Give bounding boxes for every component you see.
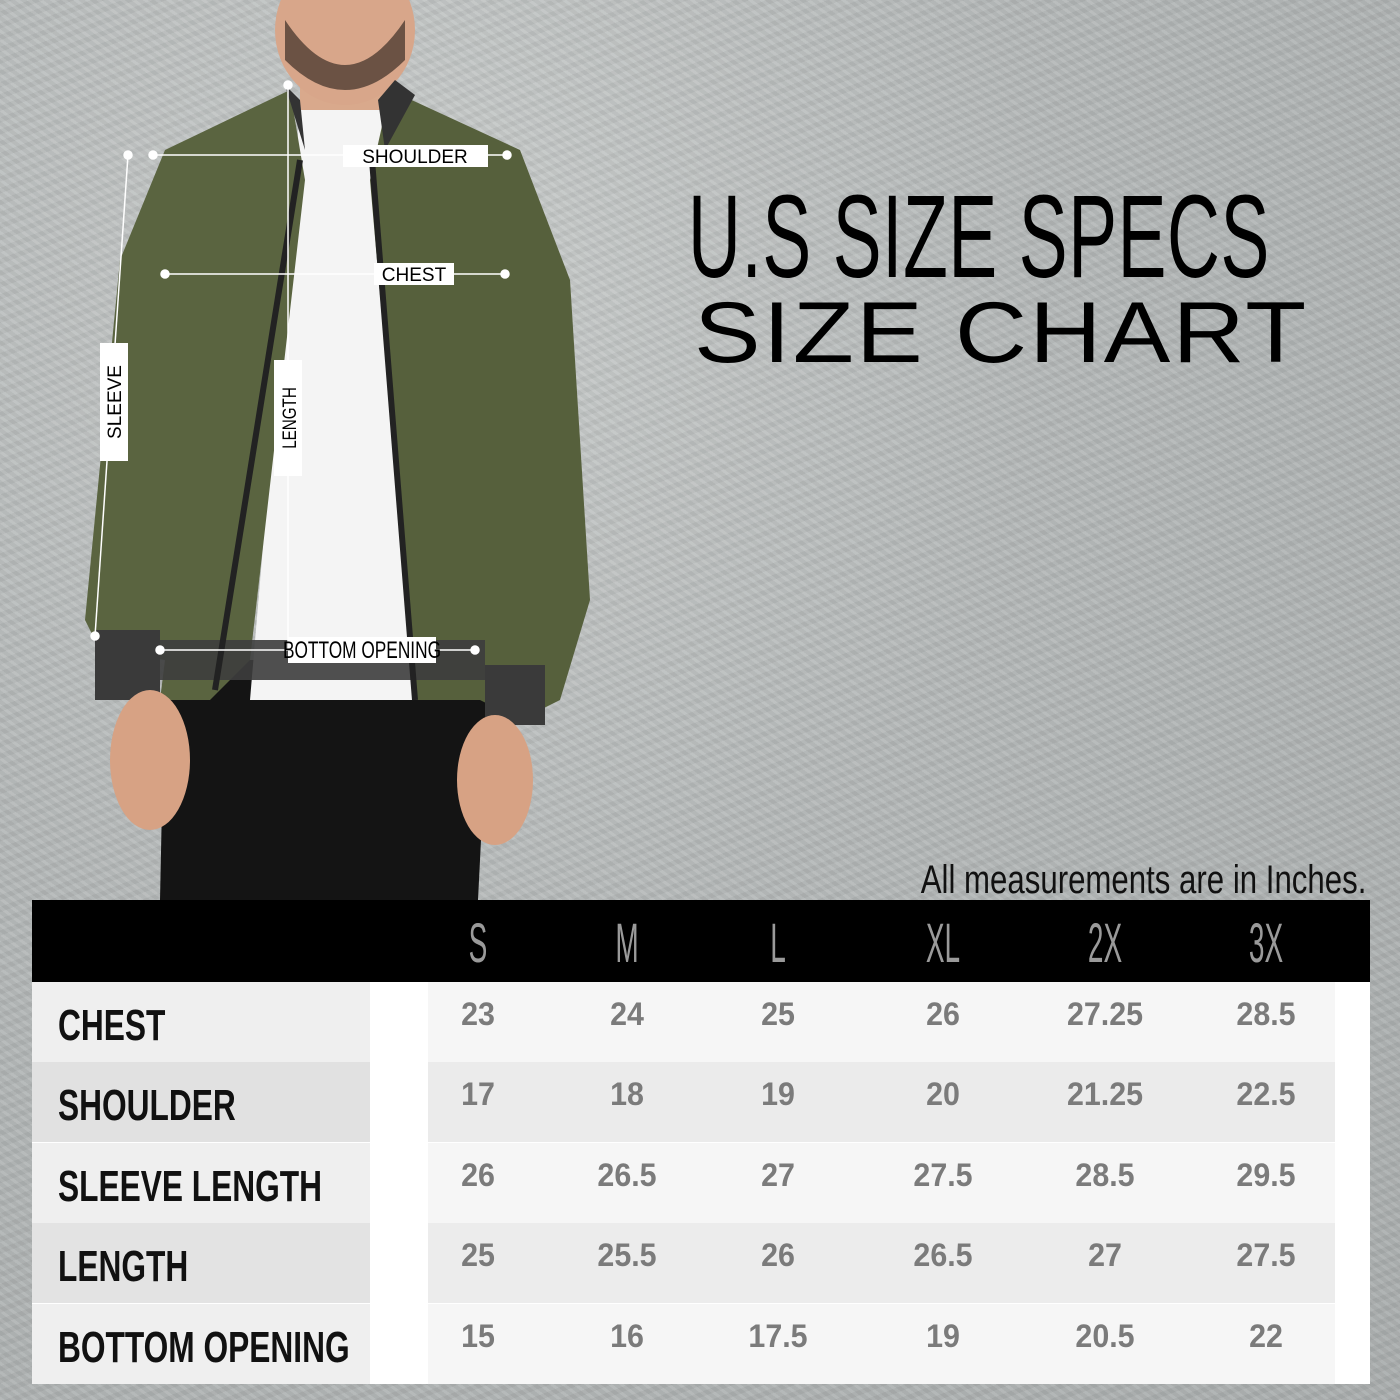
- row-values: 25 25.5 26 26.5 27 27.5: [428, 1223, 1335, 1304]
- model-jacket-illustration: SHOULDER CHEST SLEEVE LENGTH BOTTOM OPEN…: [85, 0, 590, 900]
- units-note: All measurements are in Inches.: [920, 858, 1366, 902]
- row-label-cell: LENGTH: [32, 1223, 370, 1304]
- row-label: LENGTH: [58, 1242, 189, 1292]
- table-row: LENGTH 25 25.5 26 26.5 27 27.5: [32, 1223, 1370, 1304]
- value-cell-s: 25: [461, 1237, 495, 1274]
- value-cell-xl: 20: [926, 1076, 960, 1113]
- table-row: CHEST 23 24 25 26 27.25 28.5: [32, 982, 1370, 1062]
- size-header-m: M: [615, 911, 639, 974]
- value-cell-m: 25.5: [597, 1237, 657, 1274]
- page-title: U.S SIZE SPECS: [688, 171, 1270, 303]
- value-cell-s: 17: [461, 1076, 495, 1113]
- value-cell-xl: 26.5: [913, 1237, 973, 1274]
- size-table: S M L XL 2X 3X CHEST 23 24 25 26 27.25 28.5 SHOULDER…: [32, 900, 1370, 1384]
- value-cell-2x: 28.5: [1075, 1156, 1135, 1193]
- value-cell-s: 23: [461, 996, 495, 1032]
- value-cell-l: 17.5: [748, 1317, 808, 1354]
- size-header-s: S: [468, 911, 488, 974]
- row-label: BOTTOM OPENING: [58, 1322, 350, 1372]
- value-cell-m: 26.5: [597, 1156, 657, 1193]
- value-cell-3x: 28.5: [1236, 996, 1296, 1032]
- size-header-l: L: [770, 911, 786, 974]
- row-label-cell: SHOULDER: [32, 1062, 370, 1143]
- value-cell-3x: 27.5: [1236, 1237, 1296, 1274]
- value-cell-xl: 27.5: [913, 1156, 973, 1193]
- size-header-row: S M L XL 2X 3X: [32, 900, 1370, 982]
- value-cell-3x: 22: [1249, 1317, 1283, 1354]
- value-cell-2x: 27.25: [1066, 996, 1144, 1032]
- value-cell-xl: 19: [926, 1317, 960, 1354]
- value-cell-l: 27: [761, 1156, 795, 1193]
- value-cell-3x: 22.5: [1236, 1076, 1296, 1113]
- size-header-xl: XL: [925, 911, 961, 974]
- value-cell-3x: 29.5: [1236, 1156, 1296, 1193]
- row-label: SHOULDER: [58, 1081, 236, 1131]
- table-row: SLEEVE LENGTH 26 26.5 27 27.5 28.5 29.5: [32, 1142, 1370, 1223]
- row-label-cell: BOTTOM OPENING: [32, 1303, 370, 1384]
- table-row: BOTTOM OPENING 15 16 17.5 19 20.5 22: [32, 1303, 1370, 1384]
- value-cell-m: 16: [610, 1317, 644, 1354]
- value-cell-2x: 27: [1088, 1237, 1122, 1274]
- label-sleeve: SLEEVE: [105, 365, 126, 439]
- row-label: SLEEVE LENGTH: [58, 1161, 323, 1211]
- label-length: LENGTH: [278, 387, 300, 449]
- row-label-cell: CHEST: [32, 982, 370, 1062]
- row-label-cell: SLEEVE LENGTH: [32, 1142, 370, 1223]
- value-cell-m: 24: [610, 996, 644, 1032]
- row-values: 15 16 17.5 19 20.5 22: [428, 1303, 1335, 1384]
- label-bottom-opening: BOTTOM OPENING: [283, 637, 441, 663]
- label-shoulder: SHOULDER: [362, 147, 468, 168]
- page-subtitle: SIZE CHART: [694, 285, 1309, 381]
- value-cell-l: 19: [761, 1076, 795, 1113]
- size-header-3x: 3X: [1248, 911, 1284, 974]
- value-cell-2x: 20.5: [1075, 1317, 1135, 1354]
- label-chest: CHEST: [382, 265, 447, 286]
- row-values: 17 18 19 20 21.25 22.5: [428, 1062, 1335, 1143]
- row-values: 26 26.5 27 27.5 28.5 29.5: [428, 1142, 1335, 1223]
- row-label: CHEST: [58, 1001, 166, 1050]
- table-row: SHOULDER 17 18 19 20 21.25 22.5: [32, 1062, 1370, 1143]
- value-cell-2x: 21.25: [1066, 1076, 1144, 1113]
- value-cell-xl: 26: [926, 996, 960, 1032]
- value-cell-l: 26: [761, 1237, 795, 1274]
- size-header-2x: 2X: [1087, 911, 1123, 974]
- row-values: 23 24 25 26 27.25 28.5: [428, 982, 1335, 1062]
- value-cell-s: 15: [461, 1317, 495, 1354]
- value-cell-s: 26: [461, 1156, 495, 1193]
- value-cell-l: 25: [761, 996, 795, 1032]
- value-cell-m: 18: [610, 1076, 644, 1113]
